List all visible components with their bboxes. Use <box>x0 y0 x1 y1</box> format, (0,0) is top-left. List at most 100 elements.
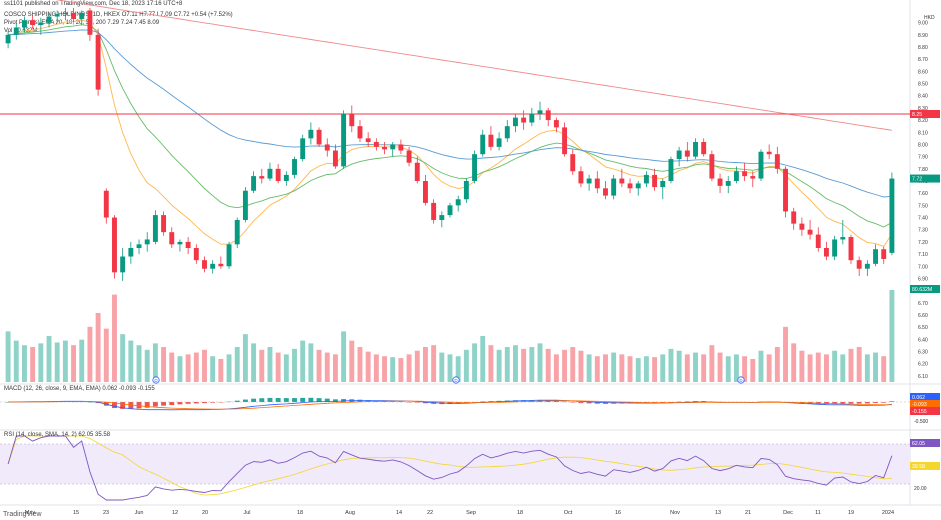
macd-signal-badge <box>910 400 940 408</box>
candle-body <box>783 168 788 212</box>
volume-bar <box>185 354 191 382</box>
price-tick-label: 6.90 <box>918 276 928 282</box>
candle-body <box>856 260 862 269</box>
candle-body <box>480 134 486 155</box>
macd-histogram-bar <box>455 402 461 404</box>
volume-bar <box>455 356 461 382</box>
candle-body <box>95 34 101 90</box>
candle-body <box>570 154 576 172</box>
candle-body <box>308 129 314 139</box>
macd-histogram-bar <box>283 398 289 402</box>
candle-body <box>185 241 191 248</box>
price-tick-label: 7.10 <box>918 252 928 258</box>
candle-body <box>226 244 232 267</box>
volume-bar <box>30 347 36 382</box>
volume-bar <box>873 352 878 382</box>
candle-body <box>832 239 838 257</box>
price-tick-label: 8.80 <box>918 45 928 51</box>
price-tick-label: 7.90 <box>918 155 928 161</box>
candle-body <box>5 34 11 44</box>
macd-histogram-bar <box>210 402 216 403</box>
candle-body <box>889 178 895 253</box>
candle-body <box>586 178 592 184</box>
price-tick-label: 7.60 <box>918 191 928 197</box>
rsi-sma-badge-text: 39.58 <box>912 464 925 470</box>
symbol-line: COSCO SHIPPING HOLDINGS, 1D, HKEX O7.11 … <box>4 12 233 18</box>
rsi-line <box>7 435 893 501</box>
macd-histogram-bar <box>823 402 829 405</box>
macd-histogram-bar <box>332 399 338 402</box>
candle-body <box>627 183 633 189</box>
rsi-sma-badge <box>910 462 940 470</box>
macd-histogram-bar <box>422 402 428 404</box>
time-tick-label: 22 <box>427 510 433 516</box>
candle-body <box>193 247 199 261</box>
macd-histogram-bar <box>864 402 870 404</box>
macd-histogram-bar <box>365 400 371 402</box>
rsi-badge-text: 62.05 <box>912 441 925 447</box>
volume-bar <box>693 352 698 382</box>
volume-bar <box>480 336 486 382</box>
volume-bar <box>447 354 453 382</box>
price-tick-label: 6.40 <box>918 337 928 343</box>
volume-bar <box>242 334 248 382</box>
macd-histogram-bar <box>594 402 600 404</box>
volume-bar <box>136 345 142 382</box>
candle-body <box>513 117 518 127</box>
candle-body <box>463 180 469 200</box>
volume-bar <box>422 347 428 382</box>
time-tick-label: 16 <box>615 510 621 516</box>
tradingview-logo[interactable]: TradingView <box>3 511 42 518</box>
candle-body <box>38 22 44 26</box>
volume-bar <box>766 354 772 382</box>
volume-bar <box>87 326 93 382</box>
candle-body <box>496 138 502 147</box>
volume-bar <box>71 345 77 382</box>
rsi-band <box>0 444 910 484</box>
volume-bar <box>742 356 748 382</box>
macd-histogram-bar <box>668 402 674 403</box>
time-tick-label: 23 <box>103 510 109 516</box>
candle-body <box>30 20 36 26</box>
volume-bar <box>537 343 543 382</box>
time-tick-label: Aug <box>345 510 355 516</box>
price-tick-label: 6.30 <box>918 350 928 356</box>
candle-body <box>365 138 371 143</box>
volume-bar <box>46 336 52 382</box>
dividend-marker-label: D <box>739 378 743 383</box>
volume-bar <box>103 328 109 382</box>
candle-body <box>128 247 134 257</box>
price-tick-label: 6.20 <box>918 362 928 368</box>
price-tick-label: 7.50 <box>918 203 928 209</box>
volume-bar <box>652 357 658 382</box>
macd-histogram-bar <box>161 402 167 406</box>
candle-body <box>840 237 846 240</box>
candle-body <box>504 126 510 139</box>
candle-body <box>169 232 175 245</box>
macd-histogram-bar <box>144 402 150 408</box>
volume-bar <box>832 350 838 382</box>
candle-body <box>676 150 682 160</box>
macd-histogram-bar <box>128 402 134 409</box>
candle-body <box>316 129 322 145</box>
macd-histogram-bar <box>234 400 240 402</box>
candle-body <box>709 154 715 179</box>
volume-bar <box>668 348 674 382</box>
macd-histogram-bar <box>889 401 895 402</box>
volume-bar <box>177 356 183 382</box>
volume-bar <box>791 343 797 382</box>
volume-bar <box>390 357 396 382</box>
candle-body <box>799 223 805 230</box>
volume-bar <box>22 345 27 382</box>
volume-bar <box>553 354 559 382</box>
volume-bar <box>226 354 232 382</box>
macd-histogram-bar <box>324 398 330 402</box>
candle-body <box>112 217 117 273</box>
price-tick-label: 7.30 <box>918 228 928 234</box>
candle-body <box>529 113 535 123</box>
dividend-marker <box>152 376 160 384</box>
volume-bar <box>463 349 469 382</box>
volume-bar <box>725 356 731 382</box>
